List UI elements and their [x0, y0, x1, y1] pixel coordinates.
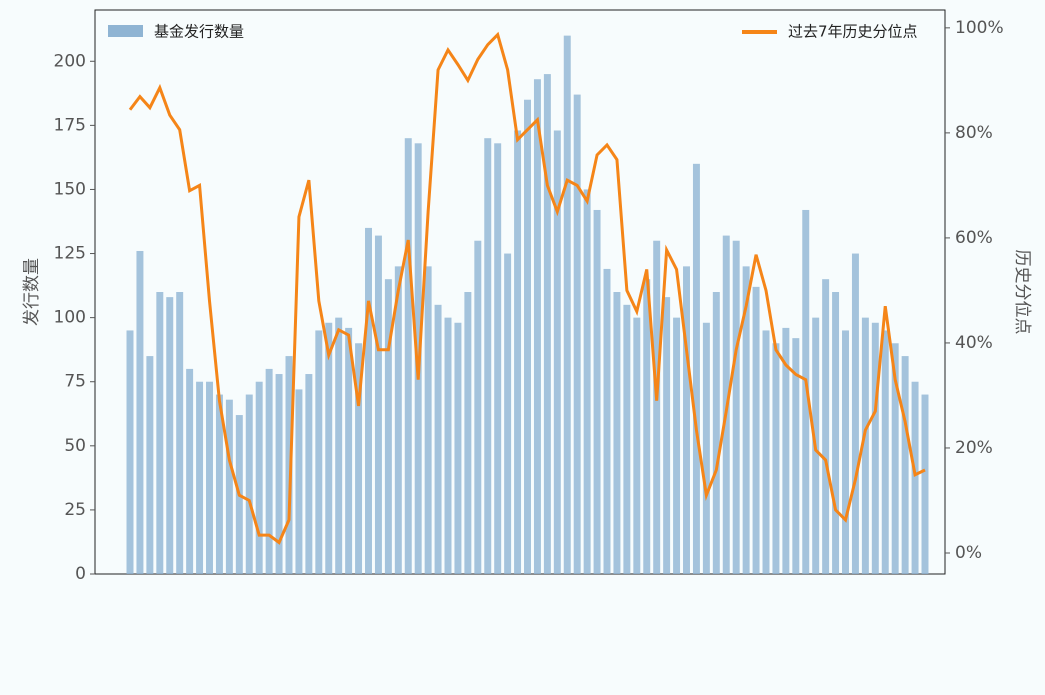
bar	[613, 292, 620, 574]
bar	[295, 389, 302, 574]
bar	[713, 292, 720, 574]
bar	[574, 95, 581, 574]
y-tick-label: 50	[64, 436, 86, 456]
chart: 发行数量 历史分位点 0 25 50 75 100 125 150 175 200 0% 20% 40…	[0, 0, 1045, 695]
y-tick-label: 200	[54, 51, 86, 71]
bar	[832, 292, 839, 574]
bar	[127, 330, 134, 574]
bar	[226, 400, 233, 574]
bar	[196, 382, 203, 574]
bar	[166, 297, 173, 574]
bar	[454, 323, 461, 574]
bar	[643, 279, 650, 574]
bar	[335, 318, 342, 574]
bar	[484, 138, 491, 574]
bar	[772, 343, 779, 574]
bar	[763, 330, 770, 574]
y-tick-label: 25	[64, 500, 86, 520]
y2-tick-label: 0%	[955, 543, 982, 563]
y2-axis-label: 历史分位点	[1012, 250, 1032, 335]
bar	[584, 189, 591, 574]
bar	[474, 241, 481, 574]
y2-tick-label: 40%	[955, 333, 993, 353]
y-tick-label: 100	[54, 308, 86, 328]
bar	[464, 292, 471, 574]
bar	[514, 130, 521, 574]
bar	[822, 279, 829, 574]
bar	[554, 130, 561, 574]
bar	[524, 100, 531, 574]
y2-tick-label: 20%	[955, 438, 993, 458]
bar	[852, 254, 859, 574]
bar	[842, 330, 849, 574]
bar	[246, 395, 253, 574]
bar	[912, 382, 919, 574]
bar	[375, 236, 382, 574]
bar	[604, 269, 611, 574]
bar	[266, 369, 273, 574]
bar	[435, 305, 442, 574]
bar	[146, 356, 153, 574]
bar	[544, 74, 551, 574]
y-axis-label: 发行数量	[22, 258, 42, 326]
bar	[445, 318, 452, 574]
bar	[882, 330, 889, 574]
bar	[206, 382, 213, 574]
bar	[494, 143, 501, 574]
y-tick-label: 175	[54, 115, 86, 135]
legend-swatch	[108, 25, 143, 37]
bar	[564, 36, 571, 574]
bar	[156, 292, 163, 574]
legend-swatch	[742, 30, 777, 34]
bar	[753, 287, 760, 574]
bar	[186, 369, 193, 574]
legend-label: 基金发行数量	[154, 23, 244, 41]
bar	[325, 323, 332, 574]
bar	[872, 323, 879, 574]
bar	[405, 138, 412, 574]
bar	[922, 395, 929, 574]
bar	[345, 328, 352, 574]
bar	[534, 79, 541, 574]
bar	[693, 164, 700, 574]
y2-tick-label: 80%	[955, 123, 993, 143]
bar	[902, 356, 909, 574]
bar	[305, 374, 312, 574]
bar	[683, 266, 690, 574]
y2-tick-label: 60%	[955, 228, 993, 248]
legend-label: 过去7年历史分位点	[788, 23, 918, 41]
y-tick-label: 0	[75, 564, 86, 584]
bar	[673, 318, 680, 574]
bar	[623, 305, 630, 574]
y-tick-label: 150	[54, 179, 86, 199]
bar	[633, 318, 640, 574]
bar	[653, 241, 660, 574]
bar	[256, 382, 263, 574]
bar	[315, 330, 322, 574]
bar	[504, 254, 511, 574]
bar	[136, 251, 143, 574]
bar	[663, 297, 670, 574]
y2-tick-label: 100%	[955, 18, 1004, 38]
bar	[594, 210, 601, 574]
bar	[365, 228, 372, 574]
bar	[176, 292, 183, 574]
bar	[385, 279, 392, 574]
bar	[425, 266, 432, 574]
bar	[733, 241, 740, 574]
y-tick-label: 125	[54, 244, 86, 264]
y-tick-label: 75	[64, 372, 86, 392]
bar	[703, 323, 710, 574]
